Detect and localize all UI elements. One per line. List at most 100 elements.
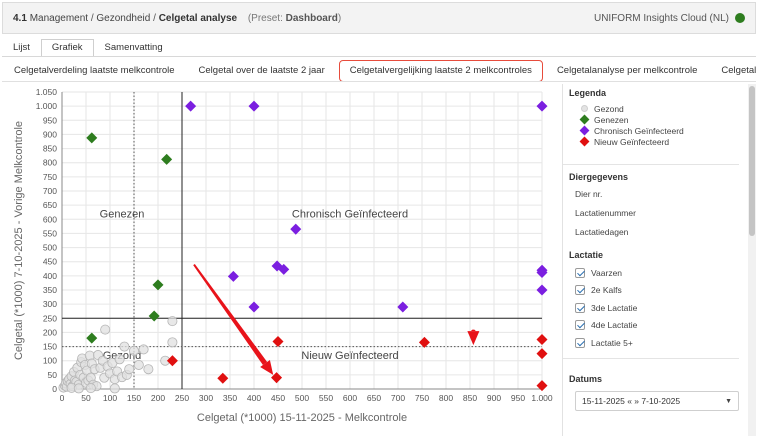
data-point-chronisch	[536, 100, 548, 112]
view-tabs: Lijst Grafiek Samenvatting	[2, 38, 174, 56]
checkbox-2e-kalfs[interactable]: 2e Kalfs	[575, 282, 739, 300]
y-tick-label: 450	[43, 257, 57, 267]
data-point-chronisch	[290, 223, 302, 235]
tab-samenvatting[interactable]: Samenvatting	[104, 42, 163, 53]
subtab-celgetalvergelijking[interactable]: Celgetalvergelijking laatste 2 melkcontr…	[338, 60, 543, 81]
app-name: UNIFORM Insights Cloud (NL)	[593, 12, 729, 24]
y-tick-label: 200	[43, 327, 57, 337]
legend-item-nieuw[interactable]: Nieuw Geïnfecteerd	[579, 136, 739, 147]
checkbox-lactatie-5plus[interactable]: Lactatie 5+	[575, 334, 739, 352]
legend-item-genezen[interactable]: Genezen	[579, 114, 739, 125]
checkbox-checked-icon[interactable]	[575, 285, 585, 296]
checkbox-vaarzen[interactable]: Vaarzen	[575, 264, 739, 282]
x-tick-label: 550	[319, 393, 333, 403]
subtab-celgetal-trend[interactable]: Celgetal tre	[721, 64, 756, 76]
legend-section: Legenda Gezond Genezen Chronisch Geïnfec…	[569, 88, 739, 147]
data-point-gezond	[114, 354, 125, 365]
callout-arrow-icon	[260, 359, 274, 375]
legend-label: Nieuw Geïnfecteerd	[594, 136, 670, 147]
y-axis-title: Celgetal (*1000) 7-10-2025 - Vorige Melk…	[13, 121, 25, 360]
checkbox-checked-icon[interactable]	[575, 302, 585, 313]
y-tick-label: 100	[43, 356, 57, 366]
data-point-nieuw	[272, 335, 284, 347]
animal-field-lactatienummer[interactable]: Lactatienummer	[575, 208, 636, 218]
legend-item-gezond[interactable]: Gezond	[581, 103, 739, 114]
data-point-nieuw	[536, 348, 548, 360]
y-tick-label: 950	[43, 115, 57, 125]
animal-field-lactatiedagen[interactable]: Lactatiedagen	[575, 227, 629, 237]
animal-field-dier-nr[interactable]: Dier nr.	[575, 189, 603, 199]
data-point-nieuw	[271, 372, 283, 384]
y-tick-label: 50	[48, 370, 58, 380]
dates-section: Datums	[569, 374, 739, 384]
title-bar: 4.1 Management / Gezondheid / Celgetal a…	[2, 2, 756, 34]
date-range-select[interactable]: 15-11-2025 « » 7-10-2025 ▼	[575, 391, 739, 411]
y-tick-label: 600	[43, 214, 57, 224]
checkbox-checked-icon[interactable]	[575, 267, 585, 278]
preset-info: (Preset: Dashboard)	[248, 13, 341, 24]
checkbox-label: Vaarzen	[591, 267, 623, 278]
diamond-marker-icon	[579, 114, 590, 125]
tab-divider	[2, 56, 756, 57]
x-tick-label: 1.000	[531, 393, 553, 403]
x-tick-label: 250	[175, 393, 189, 403]
subtab-celgetalverdeling[interactable]: Celgetalverdeling laatste melkcontrole	[14, 64, 175, 76]
chevron-down-icon: ▼	[725, 397, 732, 405]
data-point-gezond	[124, 364, 135, 375]
tab-lijst[interactable]: Lijst	[13, 42, 30, 53]
x-tick-label: 800	[439, 393, 453, 403]
subtab-celgetalanalyse[interactable]: Celgetalanalyse per melkcontrole	[556, 64, 698, 76]
tab-grafiek[interactable]: Grafiek	[40, 39, 94, 56]
y-tick-label: 300	[43, 299, 57, 309]
data-point-gezond	[100, 324, 111, 335]
side-panel-scrollbar[interactable]	[748, 84, 756, 436]
subtab-celgetal-2-jaar[interactable]: Celgetal over de laatste 2 jaar	[198, 64, 325, 76]
x-tick-label: 200	[151, 393, 165, 403]
legend-label: Gezond	[594, 103, 624, 114]
y-tick-label: 0	[52, 384, 57, 394]
data-point-nieuw	[536, 380, 548, 392]
checkbox-label: 2e Kalfs	[591, 285, 622, 296]
legend-title: Legenda	[569, 88, 607, 98]
x-tick-label: 50	[81, 393, 91, 403]
animal-data-title: Diergegevens	[569, 172, 629, 182]
data-point-gezond	[143, 364, 154, 375]
breadcrumb-separator: /	[153, 12, 156, 24]
checkbox-4de-lactatie[interactable]: 4de Lactatie	[575, 317, 739, 335]
data-point-genezen	[161, 153, 173, 165]
checkbox-label: 4de Lactatie	[591, 320, 638, 331]
legend-item-chronisch[interactable]: Chronisch Geïnfecteerd	[579, 125, 739, 136]
data-point-genezen	[148, 310, 160, 322]
x-tick-label: 600	[343, 393, 357, 403]
breadcrumb-item[interactable]: Management	[29, 12, 89, 24]
y-tick-label: 900	[43, 129, 57, 139]
checkbox-checked-icon[interactable]	[575, 320, 585, 331]
callout-arrow-icon	[467, 331, 480, 346]
checkbox-checked-icon[interactable]	[575, 337, 585, 348]
x-tick-label: 500	[295, 393, 309, 403]
legend-label: Chronisch Geïnfecteerd	[594, 125, 684, 136]
data-point-nieuw	[536, 333, 548, 346]
scrollbar-thumb[interactable]	[749, 86, 755, 236]
breadcrumb: 4.1 Management / Gezondheid / Celgetal a…	[13, 13, 341, 24]
data-point-gezond	[167, 316, 178, 327]
y-tick-label: 800	[43, 158, 57, 168]
y-tick-label: 400	[43, 271, 57, 281]
y-tick-label: 150	[43, 342, 57, 352]
data-point-genezen	[152, 279, 164, 291]
breadcrumb-item[interactable]: Gezondheid	[96, 12, 151, 24]
data-point-gezond	[138, 344, 149, 355]
x-tick-label: 950	[511, 393, 525, 403]
app-status: UNIFORM Insights Cloud (NL)	[594, 13, 745, 24]
quadrant-label: Genezen	[100, 209, 145, 221]
status-indicator-icon	[735, 13, 745, 23]
data-point-chronisch	[278, 263, 290, 275]
x-tick-label: 400	[247, 393, 261, 403]
checkbox-3de-lactatie[interactable]: 3de Lactatie	[575, 299, 739, 317]
checkbox-label: Lactatie 5+	[591, 337, 633, 348]
checkbox-label: 3de Lactatie	[591, 302, 638, 313]
data-point-gezond	[119, 341, 130, 352]
data-point-chronisch	[227, 270, 239, 282]
preset-close: )	[337, 12, 342, 24]
data-point-nieuw	[166, 355, 178, 367]
